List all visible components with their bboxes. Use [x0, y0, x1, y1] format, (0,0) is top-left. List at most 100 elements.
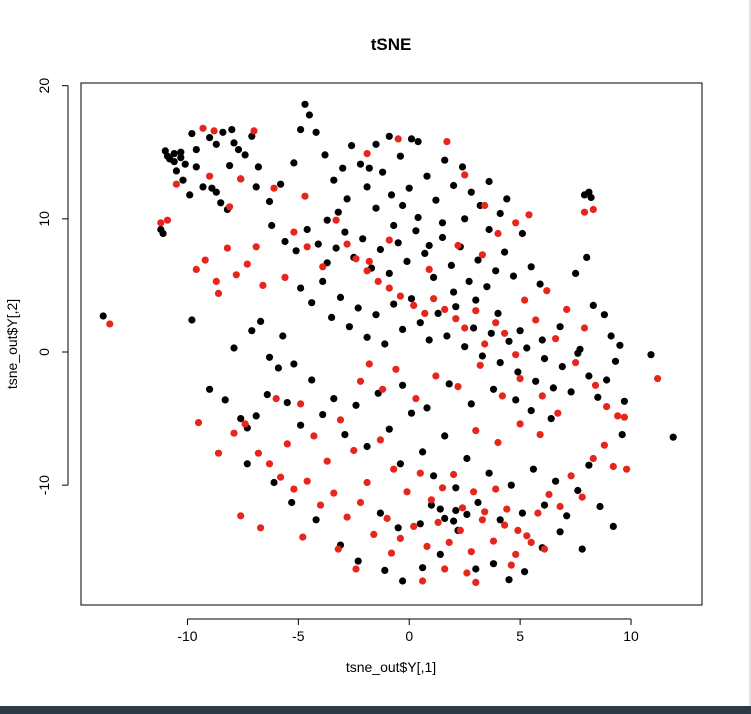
- scatter-point: [452, 484, 460, 492]
- scatter-point: [372, 204, 380, 212]
- scatter-point: [494, 229, 502, 238]
- scatter-point: [352, 565, 360, 573]
- scatter-point: [206, 172, 214, 180]
- scatter-point: [463, 454, 471, 463]
- scatter-point: [232, 271, 240, 279]
- scatter-point: [363, 150, 371, 158]
- scatter-point: [549, 384, 558, 392]
- scatter-point: [212, 140, 220, 148]
- scatter-point: [188, 316, 196, 324]
- x-axis-label: tsne_out$Y[,1]: [346, 659, 436, 675]
- scatter-point: [396, 460, 404, 468]
- scatter-point: [512, 351, 520, 359]
- scatter-point: [305, 111, 313, 119]
- scatter-point: [290, 360, 298, 368]
- scatter-point: [259, 281, 267, 289]
- scatter-point: [199, 124, 207, 132]
- scatter-point: [489, 537, 498, 545]
- scatter-point: [465, 277, 473, 285]
- scatter-point: [441, 156, 449, 164]
- scatter-point: [268, 221, 276, 230]
- scatter-point: [450, 470, 458, 479]
- scatter-point: [354, 557, 362, 565]
- scatter-point: [443, 332, 451, 340]
- scatter-point: [299, 533, 307, 541]
- scatter-point: [163, 216, 172, 224]
- scatter-point: [540, 545, 549, 553]
- scatter-point: [303, 477, 311, 485]
- scatter-point: [363, 267, 371, 275]
- scatter-point: [472, 427, 480, 435]
- scatter-point: [425, 241, 433, 250]
- scatter-point: [226, 203, 234, 211]
- scatter-point: [518, 509, 527, 517]
- scatter-point: [359, 235, 367, 243]
- scatter-point: [379, 385, 387, 393]
- scatter-point: [470, 488, 478, 496]
- scatter-point: [394, 135, 402, 143]
- scatter-point: [558, 363, 566, 371]
- scatter-point: [385, 132, 393, 140]
- scatter-point: [385, 425, 393, 433]
- scatter-point: [458, 504, 467, 512]
- scatter-point: [476, 361, 484, 369]
- scatter-point: [243, 460, 251, 468]
- scatter-point: [481, 201, 489, 210]
- scatter-point: [503, 505, 511, 513]
- scatter-point: [620, 397, 629, 405]
- scatter-point: [492, 485, 500, 493]
- scatter-point: [343, 513, 351, 521]
- scatter-point: [416, 520, 424, 528]
- scatter-point: [527, 263, 535, 271]
- scatter-point: [208, 184, 216, 192]
- scatter-point: [611, 357, 620, 365]
- scatter-point: [536, 280, 544, 288]
- scatter-point: [425, 336, 433, 344]
- scatter-point: [507, 481, 515, 489]
- scatter-point: [312, 516, 320, 524]
- scatter-point: [523, 532, 531, 540]
- scatter-point: [396, 152, 404, 160]
- scatter-point: [181, 160, 189, 168]
- scatter-point: [583, 253, 591, 261]
- scatter-point: [199, 183, 207, 191]
- scatter-point: [452, 506, 460, 515]
- scatter-point: [501, 329, 509, 337]
- scatter-point: [423, 172, 431, 180]
- scatter-point: [210, 127, 218, 135]
- scatter-point: [308, 376, 316, 384]
- scatter-point: [492, 267, 500, 275]
- scatter-point: [536, 431, 544, 439]
- scatter-point: [461, 324, 469, 332]
- bottom-bar: [0, 706, 751, 714]
- scatter-point: [281, 237, 289, 246]
- scatter-point: [279, 332, 287, 340]
- scatter-point: [363, 442, 371, 451]
- scatter-point: [257, 524, 265, 532]
- scatter-point: [609, 522, 617, 531]
- scatter-point: [669, 433, 677, 441]
- scatter-point: [230, 429, 238, 437]
- scatter-point: [567, 472, 575, 480]
- scatter-point: [319, 277, 327, 285]
- scatter-point: [487, 329, 495, 337]
- scatter-point: [341, 228, 349, 236]
- scatter-point: [472, 578, 480, 587]
- scatter-point: [438, 219, 447, 227]
- scatter-point: [310, 432, 318, 440]
- scatter-point: [379, 168, 387, 176]
- scatter-point: [332, 216, 340, 224]
- scatter-point: [607, 332, 615, 340]
- scatter-point: [383, 514, 391, 523]
- scatter-point: [532, 377, 540, 385]
- scatter-point: [292, 247, 300, 255]
- scatter-point: [589, 205, 597, 214]
- scatter-point: [416, 319, 424, 327]
- scatter-point: [157, 219, 165, 227]
- scatter-point: [472, 565, 480, 573]
- scatter-point: [385, 236, 393, 244]
- scatter-point: [170, 158, 178, 166]
- scatter-point: [523, 344, 531, 352]
- scatter-point: [390, 465, 398, 473]
- scatter-point: [532, 316, 540, 324]
